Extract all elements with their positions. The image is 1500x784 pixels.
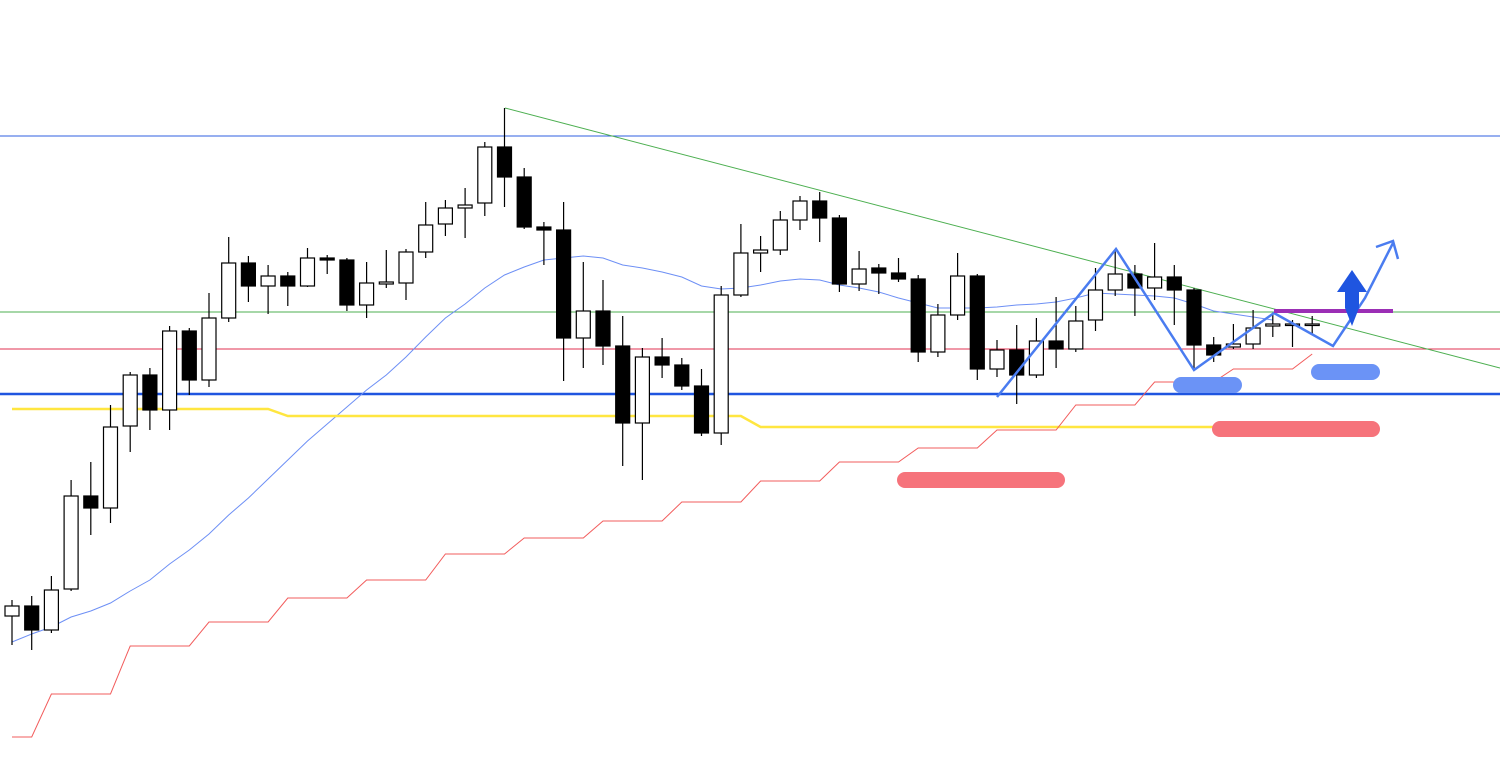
candle-body (477, 146, 493, 204)
candle-body (437, 207, 453, 225)
candle-body (201, 317, 217, 381)
candle-body (102, 426, 119, 509)
candle-body (4, 605, 20, 617)
candle-body (812, 200, 828, 219)
candle-body (654, 356, 670, 366)
candle-body (1265, 323, 1281, 327)
candle-body (162, 330, 178, 411)
candle-body (693, 385, 710, 434)
candle-body (122, 374, 138, 427)
candle-body (634, 356, 651, 424)
candle-body (969, 275, 985, 370)
candle-layer (4, 108, 1320, 650)
candle-body (772, 219, 788, 251)
candle-body (240, 262, 256, 287)
candle-body (1166, 276, 1182, 291)
zone-marker (1311, 364, 1380, 380)
candle-body (339, 259, 355, 306)
candle-body (989, 349, 1005, 370)
overlay-layer (0, 135, 1500, 738)
candle-body (142, 374, 158, 411)
candle-body (1068, 320, 1084, 350)
candle-body (181, 330, 197, 381)
candle-body (457, 204, 473, 209)
candle-body (221, 262, 237, 319)
candle-body (575, 310, 591, 339)
zone-marker (1173, 377, 1242, 393)
candle-body (752, 249, 769, 254)
candle-body (930, 314, 946, 353)
candle-body (83, 495, 99, 509)
candle-body (43, 589, 60, 631)
candle-body (299, 257, 316, 287)
candle-body (1304, 323, 1320, 327)
candle-body (24, 605, 40, 631)
candle-body (319, 257, 335, 261)
candle-body (496, 146, 513, 178)
candle-body (831, 217, 848, 285)
overlay-line (12, 353, 1313, 738)
trend-line (504, 107, 1500, 369)
zone-marker (1212, 421, 1380, 437)
candle-body (713, 294, 729, 434)
candle-body (378, 281, 394, 285)
candle-body (536, 226, 552, 231)
overlay-line (12, 407, 1313, 432)
candle-body (733, 252, 749, 296)
candle-body (1048, 340, 1064, 350)
candle-body (418, 224, 434, 253)
candle-body (949, 275, 966, 316)
candle-body (555, 229, 572, 339)
candle-body (1186, 289, 1202, 346)
candle-body (615, 345, 631, 424)
candle-body (890, 272, 907, 280)
arrow-head (1375, 239, 1400, 260)
overlay-line (11, 255, 1273, 643)
candle-body (63, 495, 79, 590)
candle-body (516, 176, 532, 228)
candle-body (1087, 289, 1104, 321)
candle-body (1146, 276, 1163, 289)
candle-body (1107, 273, 1123, 291)
candle-body (851, 268, 867, 285)
candle-body (792, 200, 808, 221)
up-arrow (1337, 270, 1367, 326)
candle-body (280, 275, 296, 287)
candle-body (595, 310, 611, 347)
candle-body (260, 275, 276, 287)
candle-body (871, 267, 887, 274)
zone-marker (897, 472, 1065, 488)
candle-body (674, 364, 690, 387)
candle-body (910, 278, 926, 353)
candle-body (398, 251, 414, 284)
candle-body (359, 282, 375, 306)
